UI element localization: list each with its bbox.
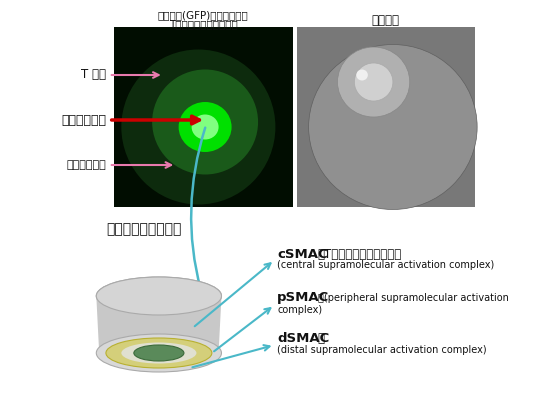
Bar <box>114 27 293 207</box>
Text: cSMAC: cSMAC <box>277 248 328 261</box>
Text: ：T細胞抗原受容体を含む: ：T細胞抗原受容体を含む <box>318 248 402 261</box>
Ellipse shape <box>191 114 218 140</box>
Text: 免疫シナプス: 免疫シナプス <box>61 114 106 127</box>
Text: 蛍光分子(GFP)でラベルした: 蛍光分子(GFP)でラベルした <box>158 10 249 20</box>
Ellipse shape <box>354 63 393 101</box>
Text: (distal supramolecular activation complex): (distal supramolecular activation comple… <box>277 345 487 355</box>
Text: T 細胞: T 細胞 <box>81 68 106 81</box>
Text: dSMAC: dSMAC <box>277 332 329 345</box>
Ellipse shape <box>96 277 222 315</box>
Ellipse shape <box>122 50 276 204</box>
Text: T細胞抗原受容体の分布: T細胞抗原受容体の分布 <box>169 19 238 29</box>
Ellipse shape <box>179 102 232 152</box>
Text: ：(peripheral supramolecular activation: ：(peripheral supramolecular activation <box>318 293 509 303</box>
Ellipse shape <box>356 70 368 81</box>
Text: 免疫シナプスの構造: 免疫シナプスの構造 <box>106 222 182 236</box>
Ellipse shape <box>309 44 477 209</box>
Ellipse shape <box>96 277 222 315</box>
Text: complex): complex) <box>277 305 322 315</box>
Text: 透過光像: 透過光像 <box>372 14 400 27</box>
Ellipse shape <box>338 47 410 117</box>
Ellipse shape <box>134 345 184 361</box>
Polygon shape <box>96 296 222 353</box>
Text: (central supramolecular activation complex): (central supramolecular activation compl… <box>277 260 494 270</box>
Bar <box>296 27 475 207</box>
Ellipse shape <box>106 338 212 368</box>
Text: 抗原提示細胞: 抗原提示細胞 <box>66 160 106 170</box>
Text: pSMAC: pSMAC <box>277 292 329 305</box>
Ellipse shape <box>122 343 196 364</box>
Ellipse shape <box>152 70 258 174</box>
Text: ：: ： <box>318 332 324 345</box>
Ellipse shape <box>96 334 222 372</box>
